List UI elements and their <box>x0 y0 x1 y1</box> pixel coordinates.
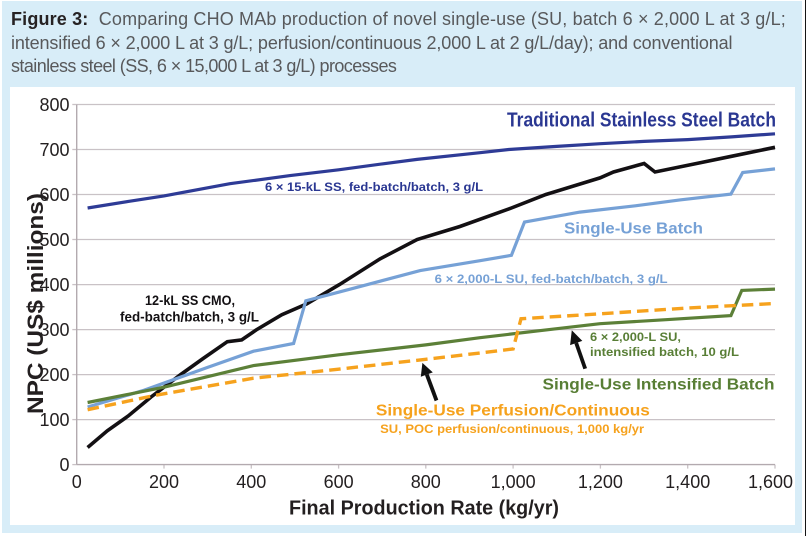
svg-text:0: 0 <box>59 455 69 475</box>
svg-text:Final Production Rate (kg/yr): Final Production Rate (kg/yr) <box>289 496 559 519</box>
svg-text:400: 400 <box>39 275 69 295</box>
svg-text:600: 600 <box>324 472 354 492</box>
svg-text:Single-Use Intensified Batch: Single-Use Intensified Batch <box>543 377 775 394</box>
svg-text:0: 0 <box>72 472 82 492</box>
svg-text:600: 600 <box>39 185 69 205</box>
svg-text:Single-Use Perfusion/Continuou: Single-Use Perfusion/Continuous <box>376 403 650 420</box>
svg-text:400: 400 <box>236 472 266 492</box>
svg-text:SU, POC perfusion/continuous,: SU, POC perfusion/continuous, 1,000 kg/y… <box>380 422 644 436</box>
svg-text:6 × 2,000-L SU, fed-batch/batc: 6 × 2,000-L SU, fed-batch/batch, 3 g/L <box>435 272 668 286</box>
svg-text:6 × 2,000-L SU,: 6 × 2,000-L SU, <box>590 330 681 344</box>
svg-text:800: 800 <box>411 472 441 492</box>
svg-text:300: 300 <box>39 320 69 340</box>
svg-text:Single-Use Batch: Single-Use Batch <box>564 220 703 237</box>
svg-text:fed-batch/batch, 3 g/L: fed-batch/batch, 3 g/L <box>120 310 259 325</box>
svg-text:6 × 15-kL SS, fed-batch/batch,: 6 × 15-kL SS, fed-batch/batch, 3 g/L <box>265 180 483 194</box>
svg-text:800: 800 <box>39 95 69 115</box>
svg-text:NPC (US$ millions): NPC (US$ millions) <box>23 193 48 414</box>
svg-text:1,000: 1,000 <box>491 472 536 492</box>
svg-text:200: 200 <box>149 472 179 492</box>
svg-text:intensified batch, 10 g/L: intensified batch, 10 g/L <box>590 345 739 359</box>
svg-text:1,200: 1,200 <box>578 472 623 492</box>
svg-text:1,400: 1,400 <box>665 472 710 492</box>
svg-text:Traditional Stainless Steel Ba: Traditional Stainless Steel Batch <box>507 110 776 132</box>
svg-text:200: 200 <box>39 365 69 385</box>
svg-text:1,600: 1,600 <box>748 472 793 492</box>
svg-text:700: 700 <box>39 140 69 160</box>
svg-text:12-kL SS CMO,: 12-kL SS CMO, <box>145 293 235 308</box>
svg-text:500: 500 <box>39 230 69 250</box>
svg-text:100: 100 <box>39 410 69 430</box>
